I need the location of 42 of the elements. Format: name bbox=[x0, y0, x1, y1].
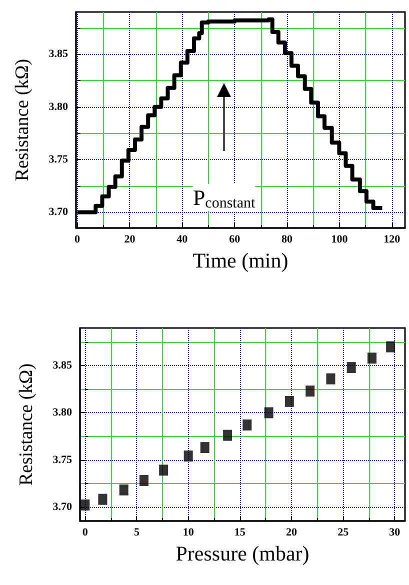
point bbox=[119, 484, 128, 496]
y-tick-label: 3.80 bbox=[52, 406, 72, 419]
y-tick-label: 3.85 bbox=[52, 360, 72, 372]
point bbox=[284, 396, 294, 407]
point bbox=[264, 407, 274, 418]
point bbox=[306, 386, 315, 397]
point bbox=[200, 442, 210, 454]
x-tick-label: 0 bbox=[74, 234, 81, 246]
point bbox=[159, 464, 168, 476]
point bbox=[326, 373, 336, 384]
x-tick-label: 80 bbox=[282, 234, 294, 246]
x-tick-label: 60 bbox=[229, 234, 241, 246]
x-tick-label: 20 bbox=[286, 526, 298, 538]
x-tick-label: 15 bbox=[234, 526, 246, 538]
x-tick-label: 5 bbox=[134, 526, 140, 538]
x-axis-title: Pressure (mbar) bbox=[176, 542, 310, 566]
point bbox=[98, 494, 108, 505]
point bbox=[184, 450, 193, 462]
x-axis-title: Time (min) bbox=[192, 248, 288, 272]
point bbox=[367, 352, 376, 364]
x-tick-label: 40 bbox=[176, 234, 188, 246]
y-axis-title: Resistance (kΩ) bbox=[16, 363, 37, 486]
y-axis-title: Resistance (kΩ) bbox=[12, 58, 33, 182]
y-tick-label: 3.70 bbox=[48, 206, 68, 218]
y-tick-label: 3.85 bbox=[48, 48, 68, 60]
x-tick-label: 120 bbox=[384, 234, 401, 246]
x-tick-label: 100 bbox=[331, 234, 348, 246]
x-tick-label: 10 bbox=[182, 526, 194, 538]
point bbox=[242, 419, 252, 430]
point bbox=[139, 475, 148, 486]
x-tick-label: 20 bbox=[124, 234, 136, 246]
point bbox=[386, 341, 396, 352]
point bbox=[223, 430, 232, 441]
x-tick-label: 25 bbox=[338, 526, 350, 538]
x-tick-label: 0 bbox=[82, 526, 88, 538]
y-tick-label: 3.80 bbox=[48, 100, 68, 113]
y-tick-label: 3.70 bbox=[52, 500, 72, 513]
y-tick-label: 3.75 bbox=[52, 454, 72, 466]
point bbox=[80, 499, 90, 510]
y-tick-label: 3.75 bbox=[48, 154, 68, 166]
x-tick-label: 30 bbox=[389, 526, 401, 538]
point bbox=[346, 362, 356, 374]
